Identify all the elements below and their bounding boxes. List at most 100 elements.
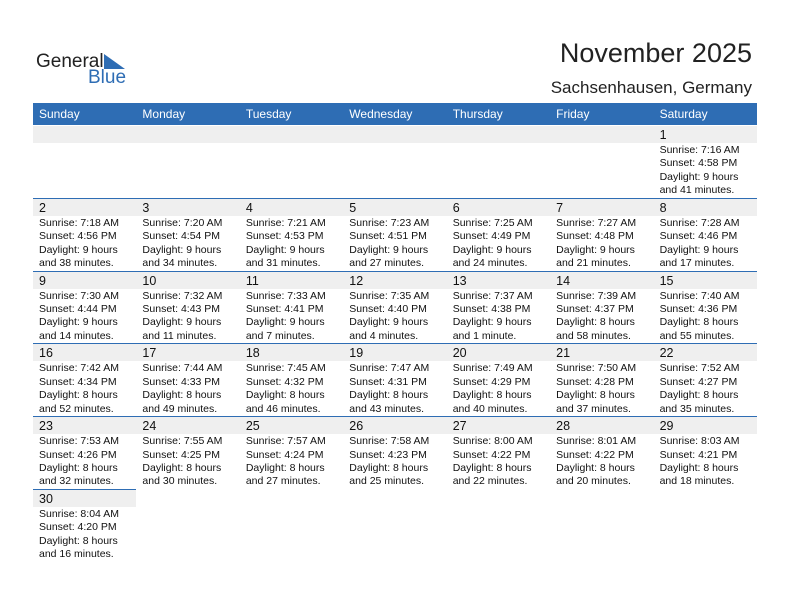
day-band bbox=[136, 270, 240, 289]
weekday: Tuesday bbox=[245, 107, 292, 121]
day-info: and 27 minutes. bbox=[349, 256, 424, 269]
day-band bbox=[33, 343, 137, 362]
day-number: 5 bbox=[349, 200, 357, 215]
weekday: Monday bbox=[142, 107, 186, 121]
day-info: and 46 minutes. bbox=[245, 402, 321, 415]
day-info: Sunset: 4:32 PM bbox=[245, 375, 324, 388]
day-band bbox=[343, 343, 447, 362]
day-info: Sunrise: 7:20 AM bbox=[142, 216, 223, 229]
day-band bbox=[239, 343, 344, 362]
day-cell: 3 Sunrise: 7:20 AM Sunset: 4:54 PM Daylight… bbox=[136, 197, 240, 272]
day-band bbox=[33, 416, 137, 435]
day-band bbox=[550, 343, 654, 362]
day-info: and 22 minutes. bbox=[452, 475, 528, 488]
day-info: Daylight: 8 hours bbox=[556, 461, 635, 474]
day-info: Sunrise: 7:53 AM bbox=[39, 435, 119, 448]
logo-text: General bbox=[36, 51, 104, 72]
day-info: Sunset: 4:22 PM bbox=[556, 448, 634, 461]
day-band bbox=[33, 489, 137, 507]
day-info: Sunset: 4:58 PM bbox=[659, 157, 738, 170]
day-number: 3 bbox=[142, 200, 150, 215]
day-info: and 43 minutes. bbox=[349, 402, 424, 415]
day-band bbox=[550, 270, 654, 289]
day-info: Sunset: 4:53 PM bbox=[245, 230, 324, 243]
day-band bbox=[33, 197, 137, 216]
day-info: Sunset: 4:20 PM bbox=[39, 521, 117, 534]
day-info: Daylight: 8 hours bbox=[452, 461, 532, 474]
day-info: Sunrise: 7:30 AM bbox=[39, 289, 119, 302]
weekday: Friday bbox=[556, 107, 590, 121]
day-band bbox=[343, 416, 447, 435]
day-info: Daylight: 8 hours bbox=[349, 461, 429, 474]
day-info: Sunrise: 8:01 AM bbox=[556, 435, 637, 448]
day-band bbox=[343, 197, 447, 216]
day-info: Sunrise: 7:35 AM bbox=[349, 289, 430, 302]
day-info: and 30 minutes. bbox=[142, 475, 218, 488]
day-cell: 20 Sunrise: 7:49 AM Sunset: 4:29 PM Dayligh… bbox=[446, 343, 551, 417]
day-info: Daylight: 9 hours bbox=[245, 243, 325, 256]
day-band bbox=[33, 126, 757, 143]
day-cell: 17 Sunrise: 7:44 AM Sunset: 4:33 PM Dayligh… bbox=[136, 343, 240, 417]
day-band bbox=[33, 270, 137, 289]
day-info: and 34 minutes. bbox=[142, 256, 218, 269]
day-info: Daylight: 9 hours bbox=[142, 243, 222, 256]
day-cell: 18 Sunrise: 7:45 AM Sunset: 4:32 PM Dayligh… bbox=[239, 343, 344, 417]
day-info: and 21 minutes. bbox=[556, 256, 631, 269]
day-info: Sunset: 4:29 PM bbox=[452, 375, 531, 388]
day-info: Daylight: 8 hours bbox=[659, 389, 739, 402]
day-info: and 52 minutes. bbox=[39, 402, 114, 415]
day-cell: 8 Sunrise: 7:28 AM Sunset: 4:46 PM Daylight… bbox=[653, 197, 757, 272]
day-info: Sunrise: 7:16 AM bbox=[659, 144, 740, 156]
day-info: and 1 minute. bbox=[452, 329, 517, 342]
weekday: Wednesday bbox=[349, 107, 413, 121]
day-info: Daylight: 8 hours bbox=[556, 316, 635, 329]
day-band bbox=[550, 197, 654, 216]
day-info: and 58 minutes. bbox=[556, 329, 631, 342]
day-info: Daylight: 9 hours bbox=[452, 243, 532, 256]
day-band bbox=[343, 270, 447, 289]
day-info: Daylight: 9 hours bbox=[659, 170, 739, 183]
day-info: Daylight: 8 hours bbox=[245, 389, 325, 402]
weekday-header: Sunday Monday Tuesday Wednesday Thursday Frid… bbox=[33, 103, 757, 125]
day-cell: 11 Sunrise: 7:33 AM Sunset: 4:41 PM Dayligh… bbox=[239, 270, 344, 345]
day-number: 15 bbox=[659, 273, 674, 288]
day-info: Sunrise: 7:52 AM bbox=[659, 362, 740, 375]
day-info: Sunrise: 7:39 AM bbox=[556, 289, 637, 302]
day-number: 27 bbox=[452, 419, 467, 434]
day-cell: 21 Sunrise: 7:50 AM Sunset: 4:28 PM Dayligh… bbox=[550, 343, 654, 417]
day-info: Sunrise: 7:28 AM bbox=[659, 216, 740, 229]
day-number: 10 bbox=[142, 273, 157, 288]
day-number: 29 bbox=[659, 419, 674, 434]
day-info: Sunset: 4:37 PM bbox=[556, 302, 634, 315]
day-info: Daylight: 9 hours bbox=[556, 243, 635, 256]
day-info: Sunrise: 7:55 AM bbox=[142, 435, 223, 448]
weekday: Thursday bbox=[452, 107, 503, 121]
day-info: Sunset: 4:36 PM bbox=[659, 302, 738, 315]
day-info: Sunrise: 7:23 AM bbox=[349, 216, 430, 229]
day-info: Daylight: 8 hours bbox=[245, 461, 325, 474]
subtitle: Sachsenhausen, Germany bbox=[550, 78, 752, 97]
day-cell: 7 Sunrise: 7:27 AM Sunset: 4:48 PM Daylight… bbox=[550, 197, 654, 272]
day-info: Daylight: 9 hours bbox=[245, 316, 325, 329]
day-number: 16 bbox=[39, 346, 53, 361]
day-info: and 55 minutes. bbox=[659, 329, 735, 342]
day-cell: 9 Sunrise: 7:30 AM Sunset: 4:44 PM Daylight… bbox=[33, 270, 137, 345]
day-cell: 27 Sunrise: 8:00 AM Sunset: 4:22 PM Dayligh… bbox=[446, 416, 551, 490]
day-info: Sunrise: 7:40 AM bbox=[659, 289, 740, 302]
day-info: Sunrise: 7:42 AM bbox=[39, 362, 119, 375]
day-info: Sunrise: 7:50 AM bbox=[556, 362, 637, 375]
day-cell: 6 Sunrise: 7:25 AM Sunset: 4:49 PM Daylight… bbox=[446, 197, 551, 272]
day-band bbox=[136, 197, 240, 216]
day-band bbox=[653, 270, 757, 289]
day-info: Sunset: 4:44 PM bbox=[39, 302, 117, 315]
day-info: Sunrise: 7:37 AM bbox=[452, 289, 533, 302]
day-number: 7 bbox=[556, 200, 564, 215]
day-info: Daylight: 9 hours bbox=[659, 243, 739, 256]
day-band bbox=[446, 416, 551, 435]
day-band bbox=[136, 343, 240, 362]
day-info: and 24 minutes. bbox=[452, 256, 528, 269]
day-info: Daylight: 8 hours bbox=[142, 461, 222, 474]
day-info: Daylight: 8 hours bbox=[39, 389, 118, 402]
day-info: and 20 minutes. bbox=[556, 475, 631, 488]
